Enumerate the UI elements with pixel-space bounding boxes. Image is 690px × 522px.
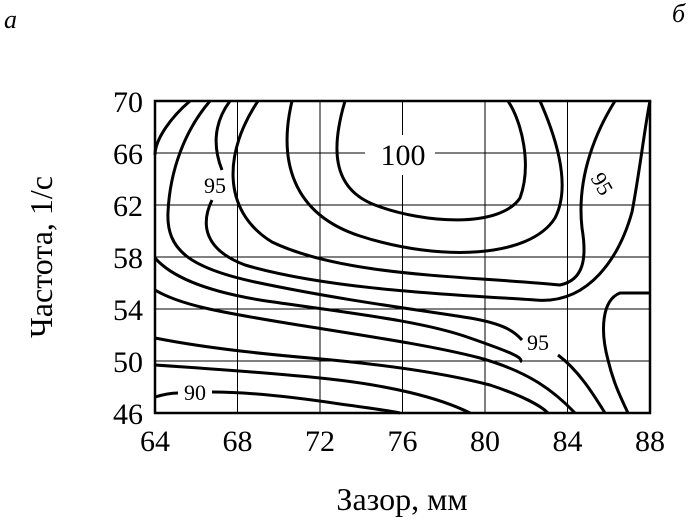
label-bg: [365, 135, 435, 175]
plot-frame: [153, 99, 652, 415]
y-tick-label: 54: [113, 294, 143, 327]
contour-line: [204, 100, 652, 302]
panel-label: а: [4, 5, 17, 34]
y-tick-label: 62: [113, 190, 143, 223]
contour-line: [154, 390, 401, 415]
x-tick-label: 64: [140, 425, 170, 458]
contour-line: [602, 291, 650, 414]
contours: [153, 99, 652, 415]
y-tick-label: 66: [113, 138, 143, 171]
x-tick-label: 72: [305, 425, 335, 458]
contour-line: [285, 100, 564, 254]
contour-line: [231, 100, 617, 287]
x-axis-label: Зазор, мм: [336, 481, 467, 517]
contour-line: [153, 99, 191, 156]
y-axis-label: Частота, 1/с: [23, 176, 59, 338]
x-tick-label: 88: [635, 425, 665, 458]
contour-line: [166, 100, 524, 342]
contour-label: 95: [527, 330, 549, 355]
y-tick-label: 46: [113, 398, 143, 431]
contour-line: [154, 363, 471, 415]
x-tick-label: 84: [553, 425, 583, 458]
contour-label: 90: [184, 380, 206, 405]
contour-line: [154, 336, 550, 415]
x-tick-label: 80: [470, 425, 500, 458]
contour-line: [153, 257, 607, 414]
contour-label: 95: [586, 168, 619, 200]
x-tick-label: 68: [223, 425, 253, 458]
contour-line: [154, 288, 577, 415]
y-tick-label: 70: [113, 86, 143, 119]
contour-line: [335, 100, 527, 222]
y-tick-label: 50: [113, 346, 143, 379]
contour-label: 95: [204, 173, 226, 198]
panel-label: б: [672, 0, 686, 28]
y-tick-label: 58: [113, 242, 143, 275]
x-tick-label: 76: [388, 425, 418, 458]
contour-label: 100: [381, 139, 426, 172]
